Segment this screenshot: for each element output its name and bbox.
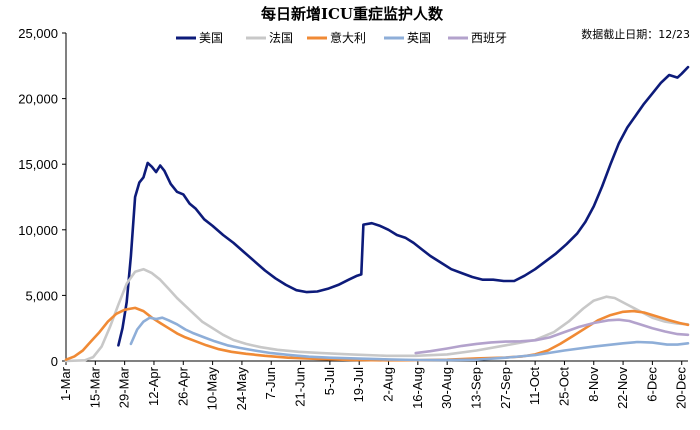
x-tick-label: 24-May: [234, 367, 249, 411]
data-cutoff-note: 数据截止日期：12/23: [581, 27, 690, 41]
legend-label: 意大利: [330, 30, 366, 45]
x-tick-label: 25-Oct: [556, 367, 571, 406]
y-tick-label: 20,000: [18, 92, 58, 107]
x-tick-label: 5-Jul: [322, 367, 337, 395]
chart-title: 每日新增ICU重症监护人数: [261, 5, 444, 23]
x-tick-label: 1-Mar: [58, 366, 73, 401]
x-tick-label: 2-Aug: [381, 367, 396, 402]
legend-label: 法国: [269, 31, 293, 45]
x-tick-label: 16-Aug: [410, 367, 425, 409]
legend-label: 英国: [407, 31, 431, 45]
series-line-西班牙: [414, 318, 690, 355]
x-tick-label: 13-Sep: [468, 367, 483, 409]
x-tick-label: 15-Mar: [87, 366, 102, 408]
y-tick-label: 15,000: [18, 157, 58, 172]
axes: 0 5,000 10,000 15,000 20,000 25,000 1-Mar 15-Ma…: [18, 26, 688, 410]
x-tick-label: 19-Jul: [351, 367, 366, 403]
legend: 美国 法国 意大利 英国 西班牙: [176, 30, 507, 45]
x-tick-label: 27-Sep: [498, 367, 513, 409]
x-tick-label: 30-Aug: [439, 367, 454, 409]
x-tick-label: 8-Nov: [586, 367, 601, 402]
legend-label: 西班牙: [471, 31, 507, 45]
legend-label: 美国: [199, 31, 223, 45]
x-tick-label: 10-May: [205, 367, 220, 411]
series-layer: [64, 65, 690, 363]
x-tick-label: 6-Dec: [644, 367, 659, 402]
x-tick-label: 26-Apr: [175, 366, 190, 406]
x-tick-label: 11-Oct: [527, 367, 542, 405]
series-line-法国: [64, 267, 690, 363]
x-tick-label: 12-Apr: [146, 366, 161, 406]
y-tick-label: 5,000: [25, 288, 58, 303]
x-tick-label: 21-Jun: [293, 367, 308, 407]
y-tick-label: 10,000: [18, 223, 58, 238]
series-line-意大利: [64, 306, 690, 362]
x-tick-label: 7-Jun: [263, 367, 278, 400]
x-tick-label: 20-Dec: [674, 367, 689, 409]
y-tick-label: 25,000: [18, 26, 58, 41]
x-tick-label: 29-Mar: [117, 366, 132, 408]
series-line-美国: [117, 65, 690, 347]
y-tick-label: 0: [51, 354, 58, 369]
x-tick-label: 22-Nov: [615, 367, 630, 409]
series-line-英国: [129, 316, 690, 362]
